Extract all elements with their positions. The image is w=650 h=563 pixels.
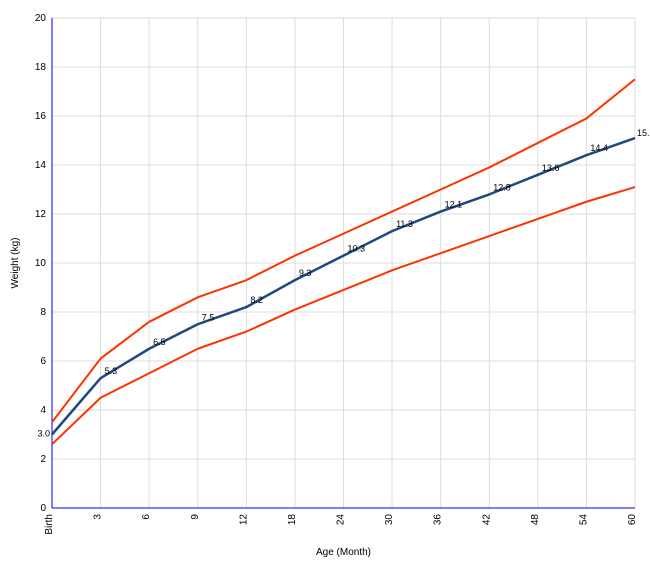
x-tick-label: 24 bbox=[336, 514, 347, 526]
data-label: 13.6 bbox=[542, 163, 560, 173]
data-label: 3.0 bbox=[37, 429, 50, 439]
data-label: 14.4 bbox=[590, 143, 608, 153]
y-tick-label: 20 bbox=[35, 13, 47, 24]
x-tick-label: 30 bbox=[384, 514, 395, 526]
data-label: 11.3 bbox=[396, 219, 413, 229]
x-tick-label: 9 bbox=[190, 514, 201, 520]
y-tick-label: 18 bbox=[35, 62, 47, 73]
y-tick-label: 12 bbox=[35, 209, 47, 220]
data-label: 9.3 bbox=[299, 268, 312, 278]
x-tick-label: 36 bbox=[433, 514, 444, 526]
data-label: 5.3 bbox=[105, 366, 118, 376]
x-tick-label: 42 bbox=[481, 514, 492, 526]
x-tick-label: Birth bbox=[44, 514, 55, 535]
y-tick-label: 2 bbox=[40, 454, 46, 465]
data-label: 6.5 bbox=[153, 337, 166, 347]
y-axis-title: Weight (kg) bbox=[10, 238, 21, 289]
y-tick-label: 8 bbox=[40, 307, 46, 318]
data-label: 15.1 bbox=[637, 128, 650, 138]
y-tick-label: 14 bbox=[35, 160, 47, 171]
x-tick-label: 60 bbox=[627, 514, 638, 526]
data-label: 8.2 bbox=[250, 295, 263, 305]
data-label: 10.3 bbox=[348, 244, 366, 254]
x-tick-label: 3 bbox=[93, 514, 104, 520]
data-label: 12.1 bbox=[445, 200, 463, 210]
y-tick-label: 4 bbox=[40, 405, 46, 416]
data-label: 12.8 bbox=[493, 182, 511, 192]
x-tick-label: 54 bbox=[578, 514, 589, 526]
y-tick-label: 0 bbox=[40, 503, 46, 514]
y-tick-label: 10 bbox=[35, 258, 47, 269]
x-tick-label: 12 bbox=[238, 514, 249, 526]
y-tick-label: 16 bbox=[35, 111, 47, 122]
x-tick-label: 48 bbox=[530, 514, 541, 526]
x-tick-label: 6 bbox=[141, 514, 152, 520]
growth-chart: 02468101214161820Birth369121824303642485… bbox=[0, 0, 650, 563]
y-tick-label: 6 bbox=[40, 356, 46, 367]
data-label: 7.5 bbox=[202, 312, 215, 322]
x-axis-title: Age (Month) bbox=[316, 547, 371, 558]
x-tick-label: 18 bbox=[287, 514, 298, 526]
